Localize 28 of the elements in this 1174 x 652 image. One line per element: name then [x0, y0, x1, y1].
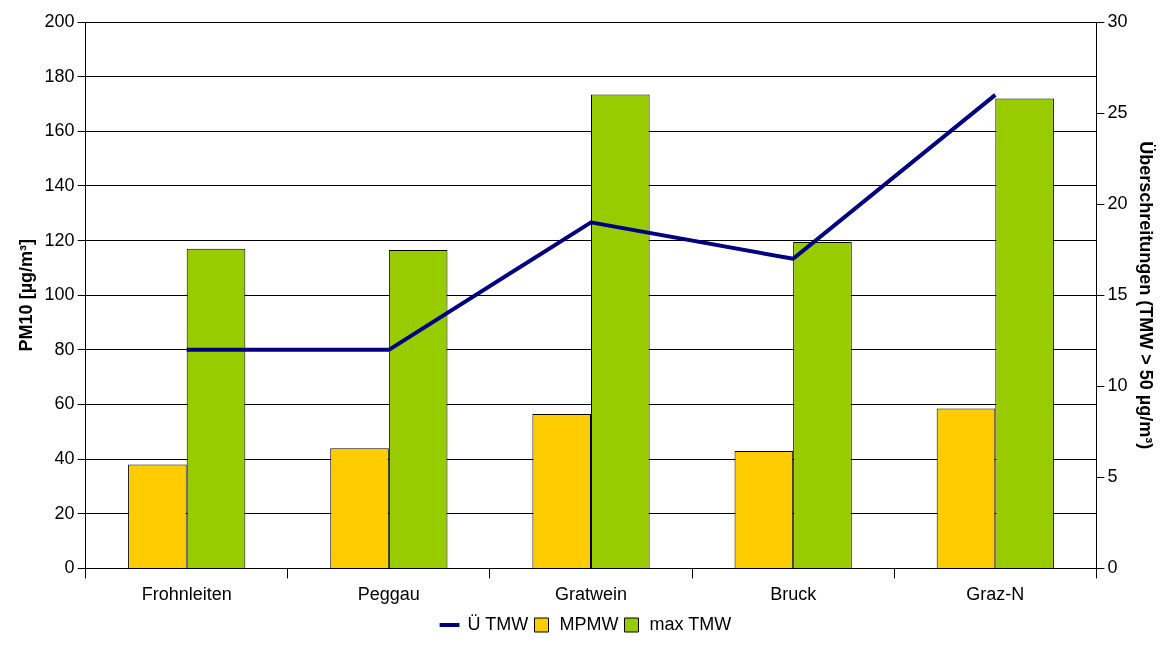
y-tick-label: 80 [54, 338, 75, 359]
legend-label: max TMW [649, 613, 732, 634]
y-tick-label: 0 [64, 557, 75, 578]
y2-tick-label: 25 [1107, 102, 1128, 123]
x-tick-label: Frohnleiten [141, 584, 232, 605]
y-tick-label: 40 [54, 448, 75, 469]
y2-tick-label: 0 [1107, 557, 1118, 578]
y2-tick-label: 15 [1107, 284, 1128, 305]
y-axis-title: PM10 [µg/m³] [15, 239, 36, 352]
legend-label: Ü TMW [467, 613, 529, 634]
legend-label: MPMW [559, 613, 619, 634]
x-tick-label: Peggau [357, 584, 420, 605]
y2-axis-title: Überschreitungen (TMW > 50 µg/m³) [1136, 141, 1157, 450]
y2-tick-label: 5 [1107, 466, 1118, 487]
y2-tick-label: 20 [1107, 193, 1128, 214]
y-tick-label: 60 [54, 393, 75, 414]
y2-tick-label: 10 [1107, 375, 1128, 396]
y-tick-label: 200 [44, 10, 75, 31]
y-tick-label: 160 [44, 120, 75, 141]
x-tick-label: Bruck [770, 584, 818, 605]
y-tick-label: 120 [44, 229, 75, 250]
x-tick-label: Graz-N [966, 584, 1025, 605]
y-tick-label: 20 [54, 502, 75, 523]
y-tick-label: 180 [44, 65, 75, 86]
x-tick-label: Gratwein [554, 584, 628, 605]
y2-tick-label: 30 [1107, 10, 1128, 31]
y-tick-label: 100 [44, 284, 75, 305]
y-tick-label: 140 [44, 174, 75, 195]
